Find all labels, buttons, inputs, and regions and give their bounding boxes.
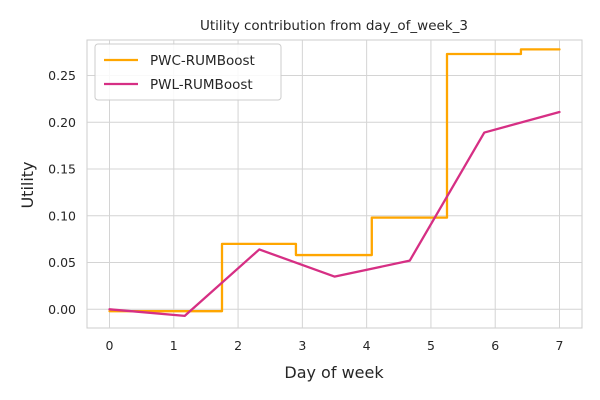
x-tick-label: 1 (170, 338, 178, 353)
legend-label: PWL-RUMBoost (150, 77, 253, 93)
y-tick-label: 0.15 (48, 162, 76, 177)
x-tick-label: 2 (234, 338, 242, 353)
x-axis-title: Day of week (284, 363, 384, 382)
y-tick-label: 0.05 (48, 255, 76, 270)
y-tick-label: 0.25 (48, 68, 76, 83)
series-line-pwc-rumboost (108, 48, 561, 313)
legend-label: PWC-RUMBoost (150, 53, 255, 69)
x-tick-label: 3 (298, 338, 306, 353)
y-axis-title: Utility (18, 161, 37, 208)
chart-title: Utility contribution from day_of_week_3 (200, 18, 468, 34)
series-line-pwl-rumboost (108, 110, 561, 317)
legend: PWC-RUMBoost PWL-RUMBoost (94, 43, 282, 101)
y-tick-label: 0.20 (48, 115, 76, 130)
x-tick-label: 6 (491, 338, 499, 353)
x-tick-label: 5 (427, 338, 435, 353)
x-tick-label: 7 (556, 338, 564, 353)
y-tick-label: 0.10 (48, 208, 76, 223)
plot-area: 0 1 2 3 4 5 6 7 0.00 0.05 0.10 0.15 0.20 0.25 PWC-RUMB… (48, 39, 583, 353)
legend-box (94, 43, 282, 101)
x-tick-label: 4 (363, 338, 371, 353)
x-tick-label: 0 (106, 338, 114, 353)
y-tick-label: 0.00 (48, 302, 76, 317)
